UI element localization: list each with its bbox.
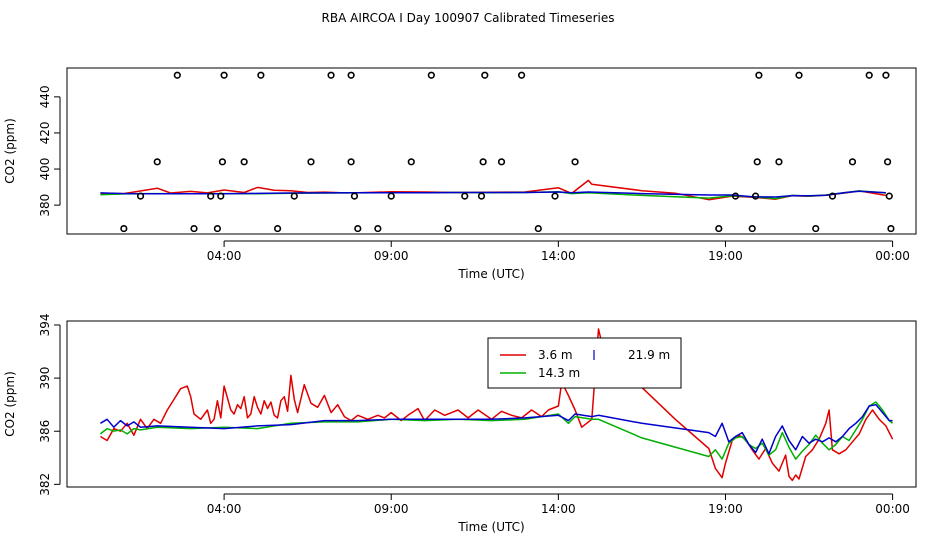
top-x-tick-label: 19:00 [708,249,743,263]
top-marker-point [213,224,222,233]
top-marker-point [517,71,526,79]
top-marker-point [479,158,487,166]
bottom-panel: 04:00 09:00 14:00 19:00 00:00 Time (UTC) 382 38… [3,314,917,534]
bottom-x-axis-label: Time (UTC) [457,520,524,534]
bottom-series-line-21-9-m [100,403,893,455]
top-marker-point [715,224,723,233]
figure-title: RBA AIRCOA I Day 100907 Calibrated Times… [322,11,615,25]
top-marker-point [273,224,282,233]
top-y-tick-label: 380 [38,194,52,217]
top-marker-point [347,158,355,166]
top-x-tick-label: 00:00 [875,249,910,263]
bottom-plot-frame [66,320,917,488]
top-marker-point [481,71,489,79]
top-marker-point [887,224,895,233]
top-marker-point [387,192,395,200]
top-plot-frame [66,67,917,235]
top-x-tick-label: 09:00 [374,249,409,263]
bottom-x-tick-label: 19:00 [708,502,743,516]
legend: 3.6 m 14.3 m 21.9 m [487,337,682,389]
bottom-y-tick-label: 394 [38,314,52,337]
top-marker-point [136,192,145,200]
top-marker-point [347,71,355,79]
bottom-y-axis-label: CO2 (ppm) [3,371,17,437]
top-marker-point [444,224,452,233]
top-marker-point [571,158,579,166]
top-marker-point [374,224,382,233]
top-marker-point [795,71,803,79]
top-y-tick-label: 440 [38,85,52,108]
top-marker-point [775,158,783,166]
top-marker-point [207,192,215,200]
top-marker-point [477,192,486,200]
top-marker-point [257,71,265,79]
top-marker-point [885,192,893,200]
top-x-tick-label: 04:00 [207,249,242,263]
top-marker-point [173,71,181,79]
bottom-series-line-3-6-m [100,328,894,482]
bottom-x-tick-label: 09:00 [374,502,409,516]
top-marker-point [828,192,837,200]
top-marker-point [551,192,559,200]
top-y-tick-label: 400 [38,158,52,181]
top-marker-point [407,158,415,166]
top-marker-point [755,71,763,79]
top-marker-point [883,158,892,166]
bottom-series-line-14-3-m [99,401,894,460]
bottom-x-tick-label: 00:00 [875,502,910,516]
top-marker-point [218,158,227,166]
top-marker-point [327,71,335,79]
top-marker-point [534,224,542,233]
top-marker-point [751,192,760,200]
legend-box [487,337,682,389]
top-marker-point [461,192,469,200]
top-y-tick-label: 420 [38,122,52,145]
top-marker-point [354,224,362,233]
top-marker-point [120,224,128,233]
top-marker-point [497,158,506,166]
top-marker-point [350,192,359,200]
top-marker-point [240,158,248,166]
top-marker-point [290,192,298,200]
top-panel: 04:00 09:00 14:00 19:00 00:00 Time (UTC) 380 40… [3,67,917,281]
top-marker-point [812,224,820,233]
legend-label: 14.3 m [538,366,580,380]
bottom-y-tick-label: 382 [38,473,52,496]
top-marker-point [882,71,890,79]
legend-label: 21.9 m [628,348,670,362]
bottom-y-tick-label: 390 [38,367,52,390]
top-series-line-2 [100,190,886,198]
top-x-tick-label: 14:00 [541,249,576,263]
top-marker-point [217,192,225,200]
top-marker-point [307,158,315,166]
bottom-x-tick-label: 14:00 [541,502,576,516]
legend-label: 3.6 m [538,348,573,362]
top-marker-point [190,224,198,233]
top-marker-point [748,224,756,233]
top-y-axis-label: CO2 (ppm) [3,118,17,184]
top-marker-point [865,71,873,79]
bottom-x-tick-label: 04:00 [207,502,242,516]
top-marker-point [848,158,857,166]
top-marker-point [427,71,435,79]
top-marker-point [753,158,761,166]
top-marker-point [731,192,740,200]
top-marker-point [153,158,161,166]
top-marker-point [220,71,228,79]
bottom-y-tick-label: 386 [38,420,52,443]
top-x-axis-label: Time (UTC) [457,267,524,281]
